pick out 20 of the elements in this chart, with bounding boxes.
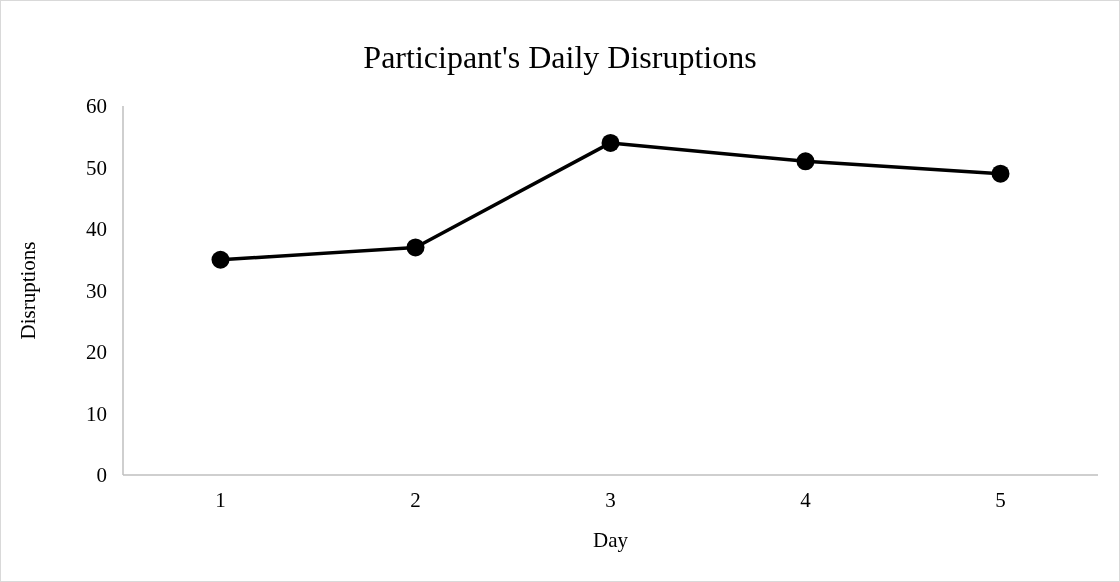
point (991, 164, 1010, 183)
x-axis-title: Day (593, 528, 629, 552)
y-tick-label: 0 (96, 463, 107, 488)
y-tick-label: 10 (86, 401, 107, 426)
x-tick-label: 1 (215, 488, 226, 512)
y-tick-label: 30 (86, 278, 107, 303)
x-tick-label: 2 (410, 488, 421, 512)
y-tick-label: 20 (86, 340, 107, 365)
y-tick-label: 40 (86, 217, 107, 242)
chart-title: Participant's Daily Disruptions (363, 39, 757, 75)
y-tick-label: 60 (86, 94, 107, 119)
point (796, 152, 815, 171)
x-tick-label: 5 (995, 488, 1006, 512)
x-tick-label: 4 (800, 488, 812, 512)
y-axis-title: Disruptions (16, 241, 40, 340)
y-tick-label: 50 (86, 155, 107, 180)
point (211, 250, 230, 269)
point (406, 238, 425, 257)
point (601, 133, 620, 152)
x-tick-label: 3 (605, 488, 616, 512)
